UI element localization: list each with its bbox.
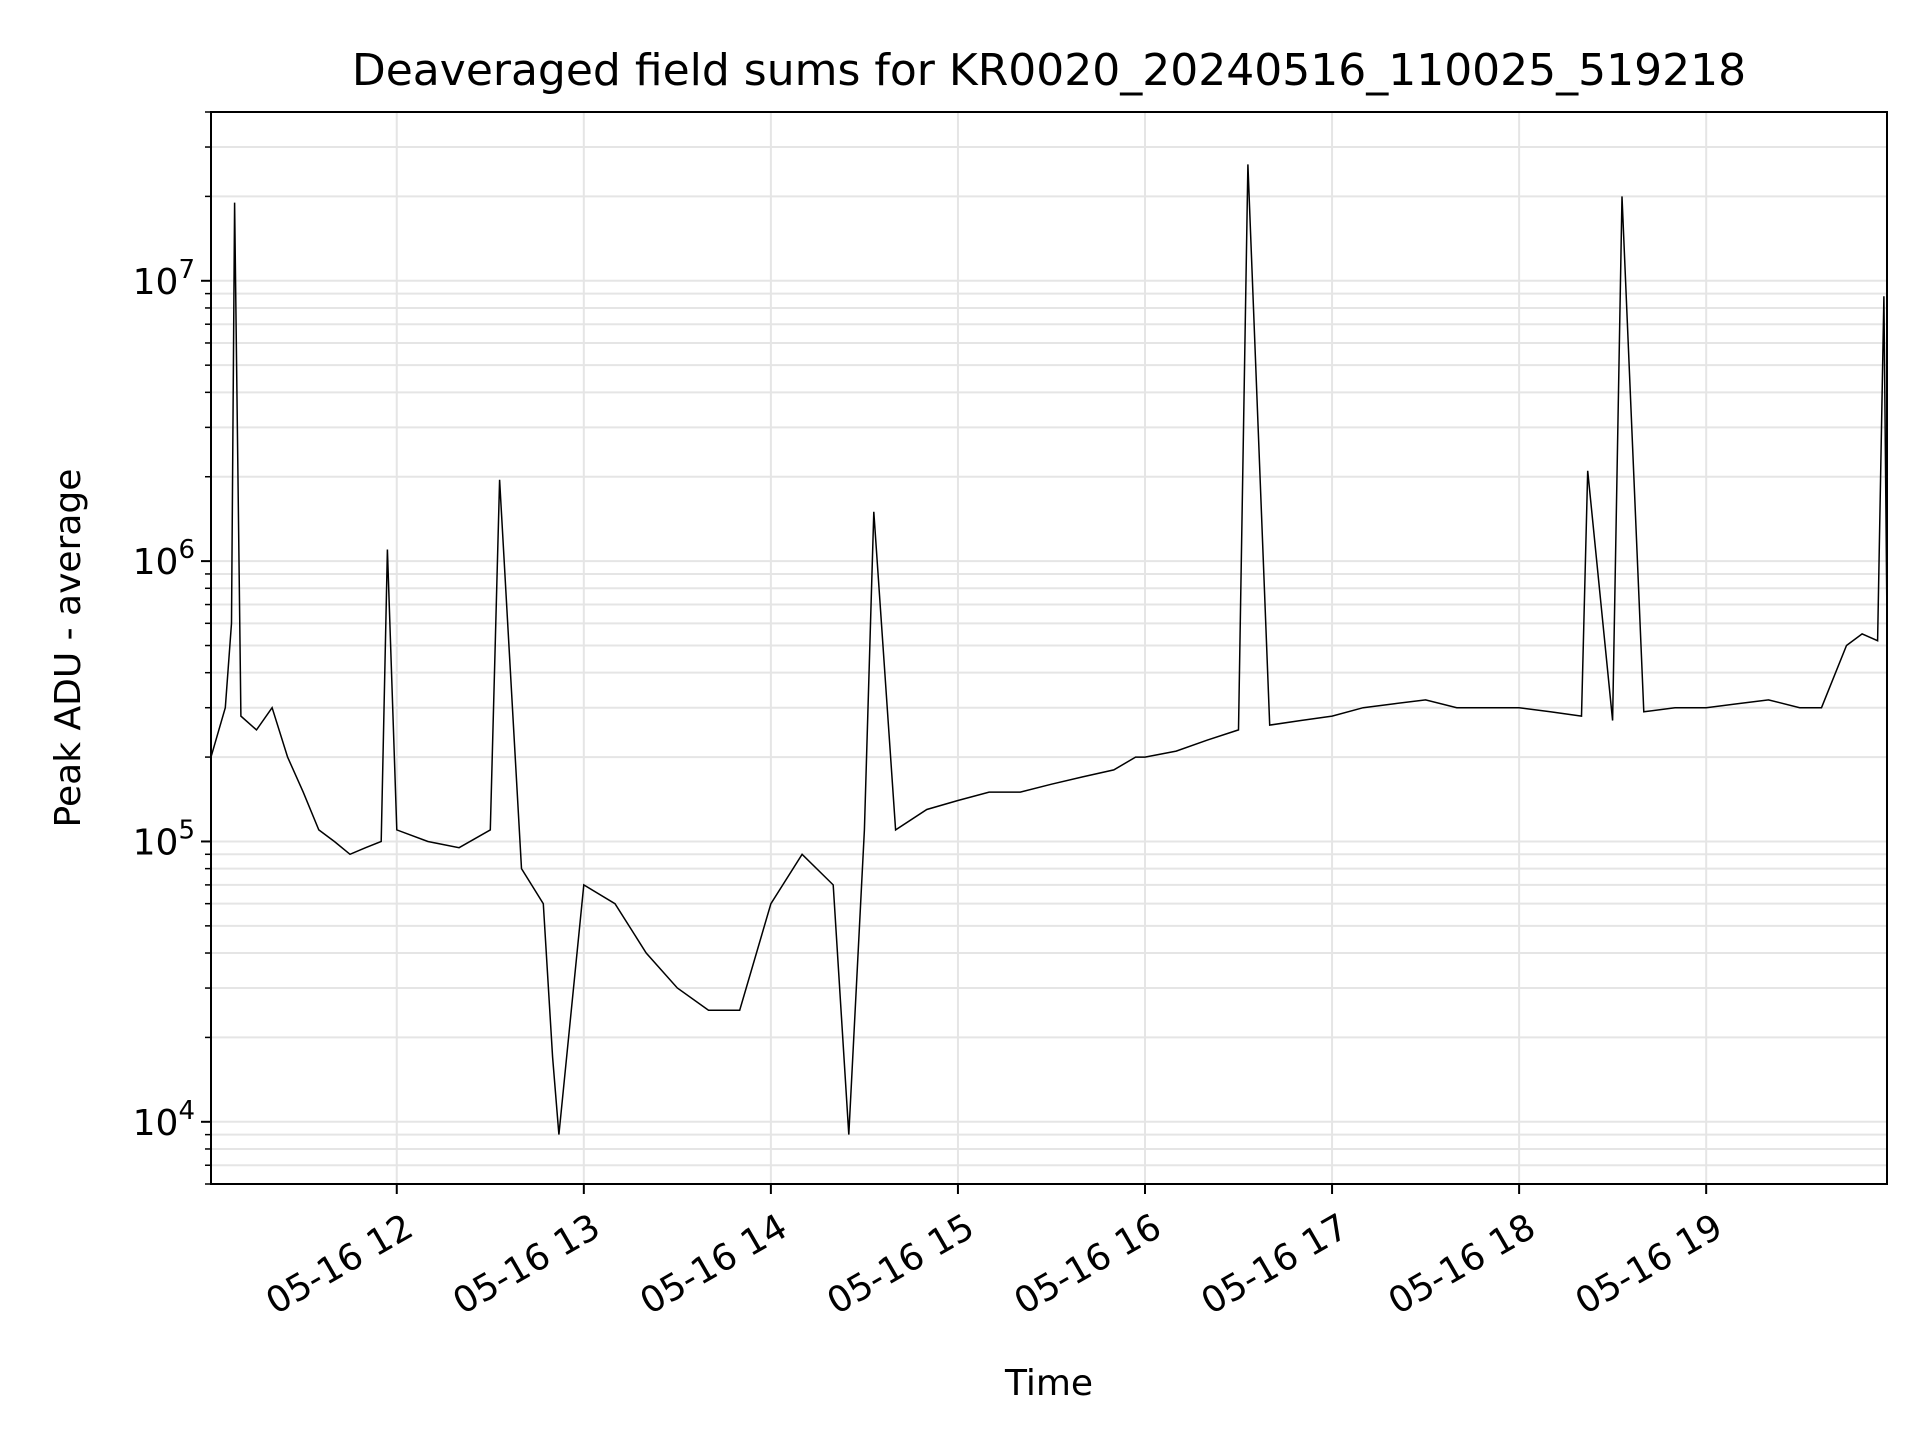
data-layer <box>210 164 1888 1135</box>
y-tick-label: 105 <box>133 815 195 863</box>
series-line <box>210 164 1888 1135</box>
y-tick-label: 104 <box>133 1096 195 1144</box>
y-axis-label: Peak ADU - average <box>48 469 89 828</box>
y-tick-label: 106 <box>133 535 195 583</box>
y-tick-label: 107 <box>133 255 195 303</box>
x-axis-label: Time <box>1004 1363 1093 1404</box>
grid-layer <box>211 111 1887 1185</box>
chart-title: Deaveraged field sums for KR0020_2024051… <box>352 45 1746 96</box>
plot-frame <box>210 111 1888 1185</box>
